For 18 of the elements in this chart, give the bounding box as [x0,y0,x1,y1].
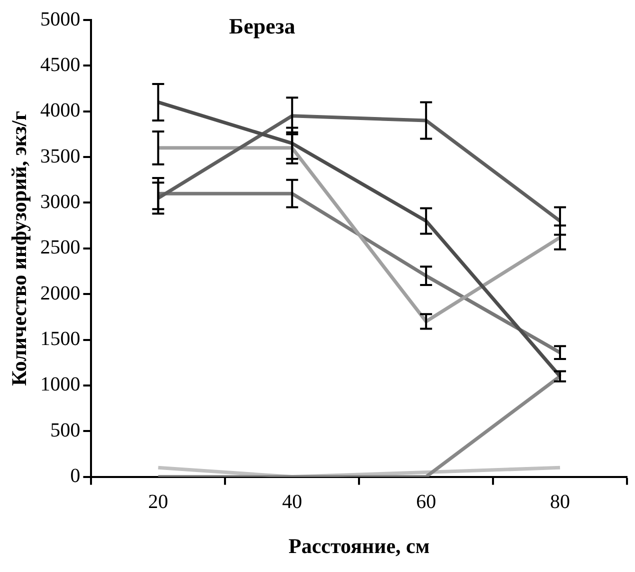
x-tick-label: 20 [148,491,168,514]
y-tick-label: 4500 [40,54,80,76]
y-tick-label: 3500 [40,145,80,168]
y-tick-label: 2500 [40,236,80,259]
x-tick-label: 80 [550,491,570,514]
y-tick-label: 1000 [40,374,80,396]
y-tick-label: 500 [50,419,80,442]
y-tick-label: 1500 [40,328,80,350]
y-tick-label: 4000 [40,100,80,122]
x-tick-label: 40 [282,491,302,514]
y-tick-label: 3000 [40,190,80,213]
y-axis-title: Количество инфузорий, экз/г [7,110,32,386]
x-axis-title: Расстояние, см [288,534,430,558]
x-tick-label: 60 [416,491,436,514]
y-tick-label: 0 [70,465,80,488]
y-tick-label: 5000 [40,8,80,30]
y-tick-label: 2000 [40,282,80,304]
chart-title: Береза [229,14,296,39]
